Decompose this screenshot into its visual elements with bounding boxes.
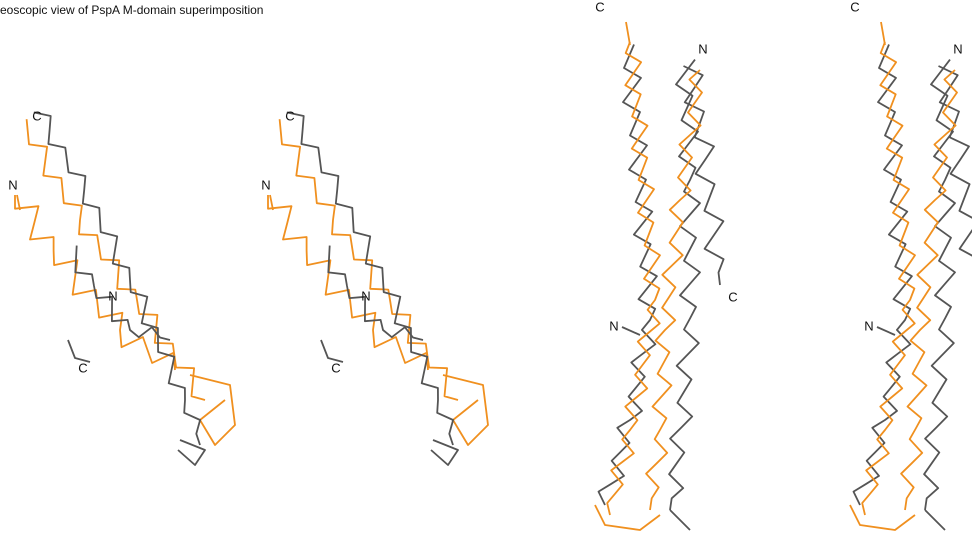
terminus-label: N <box>108 288 117 303</box>
panel: C N N C <box>8 108 235 465</box>
backbone-trace <box>287 112 453 445</box>
terminus-label: N <box>8 177 17 192</box>
backbone-trace <box>321 340 343 362</box>
terminus-label: C <box>728 289 737 304</box>
terminus-label: N <box>361 288 370 303</box>
backbone-trace <box>599 45 657 506</box>
backbone-trace <box>670 510 690 530</box>
terminus-label: N <box>698 41 707 56</box>
backbone-trace <box>15 195 175 370</box>
backbone-trace <box>622 327 640 335</box>
terminus-label: N <box>864 318 873 333</box>
terminus-label: C <box>285 108 294 123</box>
backbone-trace <box>877 327 895 335</box>
panel: C N N C <box>261 108 488 465</box>
backbone-trace <box>268 195 428 370</box>
backbone-trace <box>684 66 724 285</box>
backbone-trace <box>34 112 200 445</box>
backbone-trace <box>854 45 912 506</box>
terminus-label: C <box>32 108 41 123</box>
panel: C N C N <box>595 0 738 530</box>
terminus-label: N <box>261 177 270 192</box>
backbone-trace <box>68 340 90 362</box>
backbone-trace <box>881 22 885 45</box>
figure-title: eoscopic view of PspA M-domain superimpo… <box>0 3 263 17</box>
backbone-trace <box>431 440 458 465</box>
terminus-label: N <box>609 318 618 333</box>
backbone-trace <box>925 510 945 530</box>
terminus-label: C <box>595 0 604 14</box>
figure: eoscopic view of PspA M-domain superimpo… <box>0 0 972 542</box>
backbone-trace <box>862 42 915 515</box>
terminus-label: C <box>331 360 340 375</box>
backbone-trace <box>607 42 660 515</box>
terminus-label: C <box>850 0 859 14</box>
page: eoscopic view of PspA M-domain superimpo… <box>0 0 972 542</box>
terminus-label: N <box>953 41 962 56</box>
backbone-trace <box>626 22 630 45</box>
backbone-trace <box>178 440 205 465</box>
terminus-label: C <box>78 360 87 375</box>
